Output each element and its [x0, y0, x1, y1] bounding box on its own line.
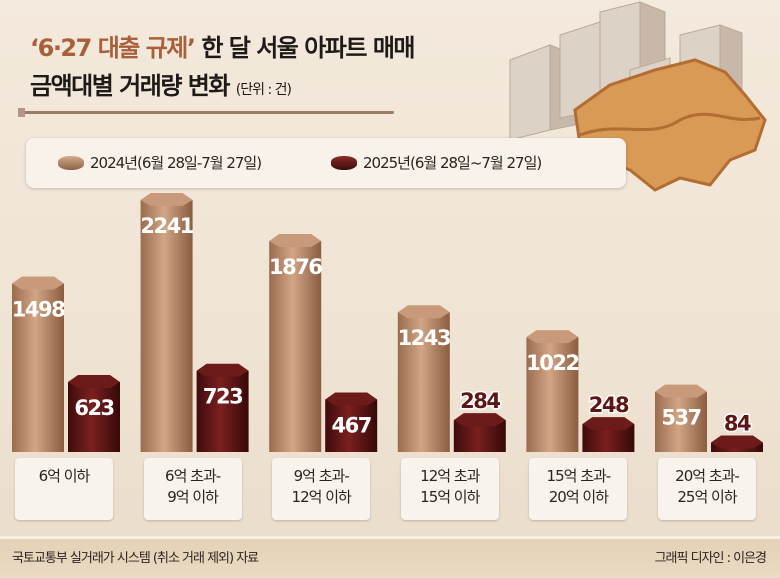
title-accent: ‘6·27 대출 규제’: [30, 34, 196, 62]
category-label: 6억 이하: [15, 458, 113, 520]
title-divider: [18, 108, 394, 117]
legend-label-2024: 2024년(6월 28일-7월 27일): [90, 154, 262, 172]
bar-2024: [140, 200, 193, 452]
bar-2025: [196, 370, 249, 452]
legend-item-2025: 2025년(6월 28일~7월 27일): [331, 152, 542, 173]
footer: 국토교통부 실거래가 시스템 (취소 거래 제외) 자료 그래픽 디자인 : 이…: [0, 536, 780, 577]
bar-cap: [325, 392, 378, 406]
value-label: 2241: [140, 214, 193, 238]
bar-2025: [325, 399, 378, 452]
title-line2-text: 금액대별 거래량 변화: [30, 72, 230, 100]
legend-swatch-2025: [331, 155, 357, 170]
legend: 2024년(6월 28일-7월 27일) 2025년(6월 28일~7월 27일…: [26, 138, 626, 188]
bar-cap: [453, 413, 506, 427]
value-label: 537: [661, 406, 700, 430]
bar-2024: [397, 312, 450, 452]
value-label: 1498: [12, 298, 65, 322]
design-credit: 그래픽 디자인 : 이은경: [654, 551, 767, 566]
chart-title-line2: 금액대별 거래량 변화 (단위 : 건): [30, 66, 292, 101]
bar-2025: [68, 381, 120, 452]
bar-cap: [269, 234, 322, 248]
value-label: 1876: [269, 255, 322, 279]
category-label: 20억 초과- 25억 이하: [658, 458, 756, 520]
chart-title-line1: ‘6·27 대출 규제’ 한 달 서울 아파트 매매: [30, 28, 415, 63]
value-label: 84: [724, 412, 751, 436]
bar-2024: [655, 391, 707, 452]
bar-2024: [526, 337, 579, 452]
bar-cap: [655, 384, 707, 398]
category-label: 15억 초과- 20억 이하: [529, 458, 628, 520]
bar-cap: [140, 193, 193, 206]
bar-cap: [397, 305, 450, 319]
source-note: 국토교통부 실거래가 시스템 (취소 거래 제외) 자료: [12, 551, 259, 566]
bar-2024: [12, 283, 64, 452]
value-label: 1243: [398, 326, 450, 350]
bar-cap: [711, 435, 763, 449]
seoul-map-buildings-illustration: [509, 1, 767, 192]
unit-label: (단위 : 건): [235, 82, 292, 98]
bar-2024: [269, 241, 322, 452]
value-label: 1022: [526, 351, 578, 375]
value-label: 248: [589, 393, 629, 417]
category-label: 12억 초과 15억 이하: [400, 458, 499, 520]
category-label: 9억 초과- 12억 이하: [272, 458, 371, 520]
legend-label-2025: 2025년(6월 28일~7월 27일): [363, 154, 542, 172]
category-label: 6억 초과- 9억 이하: [143, 458, 242, 520]
legend-item-2024: 2024년(6월 28일-7월 27일): [58, 152, 262, 173]
title-rest: 한 달 서울 아파트 매매: [194, 34, 415, 62]
bar-cap: [68, 374, 120, 388]
bar-cap: [582, 417, 635, 431]
value-label: 467: [332, 413, 371, 437]
bar-cap: [526, 330, 579, 344]
value-label: 284: [460, 389, 500, 413]
value-label: 623: [74, 396, 113, 420]
legend-swatch-2024: [58, 155, 84, 170]
value-label: 723: [203, 385, 242, 409]
bar-cap: [196, 363, 249, 377]
bar-cap: [12, 276, 64, 290]
